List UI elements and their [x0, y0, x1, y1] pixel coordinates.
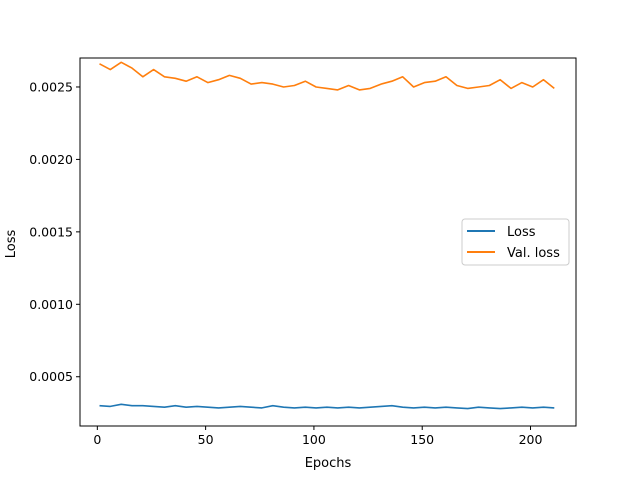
series-lines — [99, 61, 555, 410]
y-axis-label: Loss — [4, 230, 19, 259]
legend-label-loss: Loss — [507, 225, 536, 240]
y-tick-label: 0.0020 — [29, 152, 73, 167]
x-tick-label: 50 — [198, 432, 214, 447]
x-tick-label: 0 — [93, 432, 101, 447]
legend-label-val-loss: Val. loss — [507, 246, 560, 261]
plot-frame — [79, 57, 577, 427]
x-axis-label: Epochs — [305, 456, 352, 471]
series-line-loss — [99, 403, 555, 410]
y-tick-label: 0.0025 — [29, 79, 73, 94]
series-line-val-loss — [99, 61, 555, 91]
x-tick-label: 100 — [302, 432, 326, 447]
legend: Loss Val. loss — [461, 218, 570, 266]
x-tick-label: 200 — [519, 432, 543, 447]
x-axis-ticks: 0 50 100 150 200 — [93, 426, 542, 447]
y-tick-label: 0.0010 — [29, 297, 73, 312]
y-axis-ticks: 0.0005 0.0010 0.0015 0.0020 0.0025 — [29, 79, 80, 384]
x-tick-label: 150 — [410, 432, 434, 447]
y-tick-label: 0.0005 — [29, 369, 73, 384]
y-tick-label: 0.0015 — [29, 224, 73, 239]
